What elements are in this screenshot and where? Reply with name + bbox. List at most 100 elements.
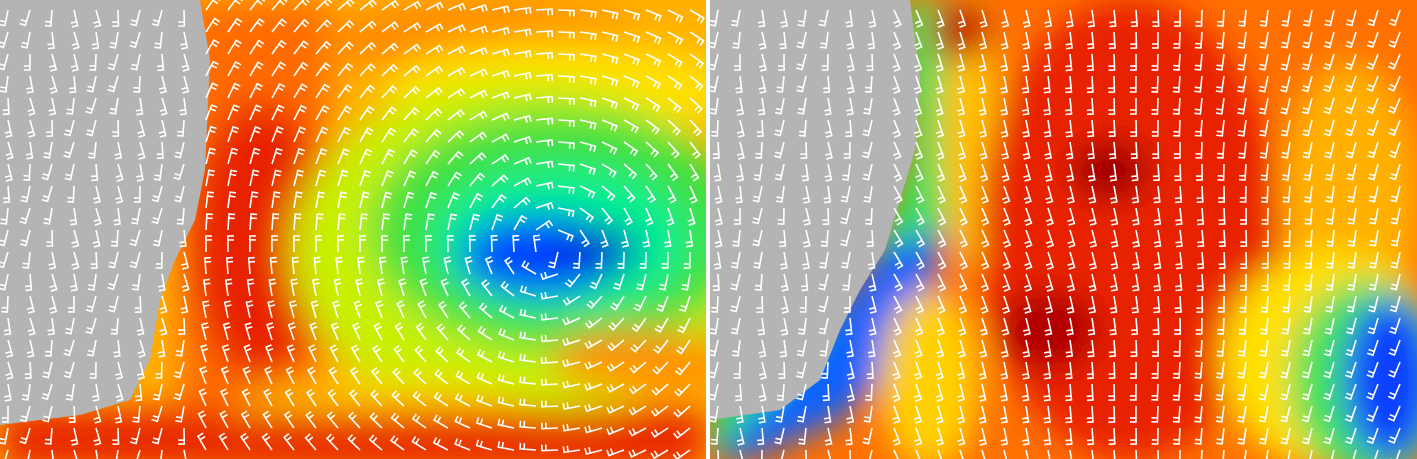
wind-barb bbox=[893, 251, 904, 270]
wind-barb bbox=[0, 75, 9, 93]
wind-barb bbox=[154, 31, 163, 49]
wind-barb bbox=[892, 405, 901, 424]
wind-barb bbox=[1157, 449, 1159, 459]
wind-barb bbox=[840, 251, 851, 269]
wind-barb bbox=[892, 53, 901, 72]
wind-barb bbox=[110, 317, 119, 335]
wind-barb bbox=[606, 405, 625, 414]
wind-barb bbox=[1045, 251, 1055, 270]
wind-barb bbox=[249, 125, 262, 143]
wind-barb bbox=[176, 207, 185, 225]
wind-barb bbox=[758, 405, 766, 424]
wind-barb bbox=[1367, 163, 1379, 181]
wind-barb bbox=[818, 273, 829, 291]
wind-barb bbox=[821, 361, 829, 379]
wind-barb bbox=[736, 119, 745, 138]
wind-barb bbox=[1151, 75, 1159, 93]
wind-barb bbox=[227, 191, 237, 209]
wind-barb bbox=[271, 0, 288, 11]
wind-barb bbox=[1067, 273, 1076, 292]
wind-barb bbox=[780, 295, 789, 314]
wind-barb bbox=[1239, 273, 1247, 291]
wind-barb bbox=[0, 207, 9, 225]
wind-barb bbox=[935, 383, 944, 402]
wind-barb bbox=[85, 295, 97, 313]
wind-barb bbox=[63, 119, 75, 137]
wind-barb bbox=[862, 141, 873, 159]
wind-barb bbox=[1222, 449, 1225, 459]
wind-barb bbox=[936, 9, 945, 28]
wind-barb bbox=[243, 344, 252, 363]
wind-barb bbox=[402, 235, 410, 253]
wind-barb bbox=[1237, 75, 1247, 93]
wind-barb bbox=[1367, 9, 1379, 27]
wind-barb bbox=[1217, 295, 1225, 313]
wind-barb bbox=[400, 256, 409, 275]
wind-barb bbox=[381, 148, 395, 165]
wind-barb bbox=[205, 60, 219, 77]
wind-barb bbox=[1260, 317, 1269, 335]
wind-barb bbox=[1047, 449, 1051, 459]
wind-barb bbox=[227, 82, 241, 99]
wind-barb bbox=[1002, 207, 1011, 226]
wind-barb bbox=[1237, 339, 1247, 357]
wind-barb bbox=[227, 0, 243, 11]
wind-barb bbox=[46, 119, 54, 137]
wind-barb bbox=[315, 83, 331, 99]
wind-barb bbox=[936, 317, 945, 336]
wind-barb bbox=[315, 235, 322, 253]
wind-barb bbox=[1216, 339, 1225, 357]
wind-barb bbox=[107, 75, 119, 93]
wind-barb bbox=[222, 322, 231, 341]
wind-barb bbox=[71, 251, 80, 270]
wind-barb bbox=[579, 75, 597, 85]
wind-barb bbox=[1366, 31, 1379, 49]
wind-barb bbox=[1021, 53, 1030, 72]
wind-barb bbox=[915, 185, 925, 204]
wind-barb bbox=[1091, 449, 1094, 459]
wind-barb bbox=[958, 317, 967, 336]
wind-barb bbox=[1281, 317, 1291, 335]
wind-barb bbox=[893, 141, 902, 160]
wind-barb bbox=[535, 181, 554, 190]
wind-barb bbox=[1368, 207, 1379, 225]
wind-barb bbox=[262, 410, 273, 429]
wind-barb bbox=[464, 256, 473, 275]
wind-barb bbox=[1324, 163, 1335, 181]
wind-barb bbox=[0, 9, 9, 27]
wind-barb bbox=[645, 31, 662, 45]
wind-barb bbox=[734, 207, 741, 225]
wind-barb bbox=[893, 273, 904, 292]
wind-barb bbox=[731, 339, 741, 357]
wind-barb bbox=[846, 383, 855, 402]
wind-barb bbox=[681, 273, 691, 291]
wind-barb bbox=[579, 229, 590, 248]
wind-barb bbox=[562, 402, 581, 410]
wind-barb bbox=[863, 405, 873, 423]
wind-barb bbox=[1151, 119, 1159, 137]
wind-barb bbox=[67, 295, 75, 313]
wind-barb bbox=[63, 339, 75, 357]
wind-barb bbox=[1260, 163, 1269, 181]
wind-barb bbox=[978, 75, 987, 94]
wind-barb bbox=[1087, 119, 1095, 138]
wind-barb bbox=[600, 229, 609, 248]
wind-barb bbox=[915, 163, 924, 182]
wind-barb bbox=[621, 229, 630, 248]
wind-barb bbox=[557, 53, 575, 61]
wind-barb bbox=[25, 141, 34, 160]
wind-barb bbox=[780, 449, 785, 459]
wind-barb bbox=[1280, 119, 1291, 137]
wind-barb bbox=[5, 339, 14, 358]
wind-barb bbox=[1259, 31, 1269, 49]
wind-barb bbox=[1108, 405, 1116, 423]
wind-barb bbox=[1, 295, 9, 313]
wind-barb bbox=[1130, 361, 1137, 379]
wind-barb bbox=[390, 412, 405, 429]
wind-barb bbox=[1043, 97, 1051, 116]
wind-barb bbox=[403, 191, 415, 209]
wind-barb bbox=[315, 0, 333, 11]
wind-barb bbox=[606, 361, 625, 372]
wind-barb bbox=[0, 273, 9, 291]
wind-barb bbox=[846, 53, 855, 72]
